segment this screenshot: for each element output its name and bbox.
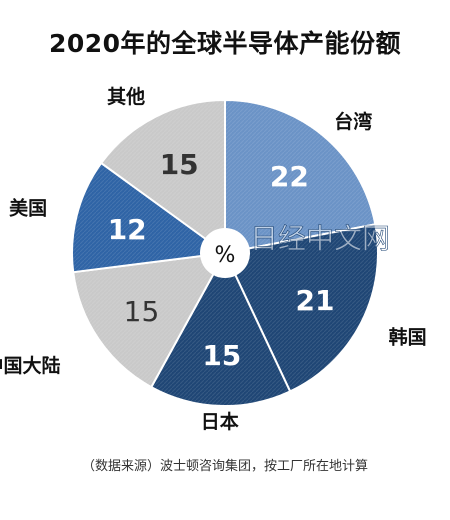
pie-slice-texture-taiwan bbox=[225, 100, 376, 253]
source-note: （数据来源）波士顿咨询集团，按工厂所在地计算 bbox=[81, 459, 368, 474]
slice-value-korea: 21 bbox=[296, 284, 335, 317]
slice-value-china: 15 bbox=[124, 295, 160, 328]
slice-value-japan: 15 bbox=[202, 339, 241, 372]
pie-slice-texture-china bbox=[73, 253, 226, 388]
pie-slice-texture-usa bbox=[72, 163, 225, 273]
slice-label-korea: 韩国 bbox=[389, 325, 427, 348]
center-circle bbox=[200, 228, 250, 278]
pie-slice-texture-other bbox=[101, 100, 225, 253]
slice-label-taiwan: 台湾 bbox=[334, 110, 372, 133]
pie-slice-texture-japan bbox=[151, 253, 291, 406]
slice-value-other: 15 bbox=[160, 148, 199, 181]
slice-value-usa: 12 bbox=[108, 213, 147, 246]
slice-label-china: 中国大陆 bbox=[0, 354, 61, 377]
slice-label-usa: 美国 bbox=[9, 196, 47, 219]
watermark: 日经中文网 bbox=[250, 222, 390, 255]
pie-slice-texture-korea bbox=[225, 224, 379, 392]
slice-label-other: 其他 bbox=[107, 85, 145, 108]
slice-label-japan: 日本 bbox=[201, 410, 239, 433]
slice-value-taiwan: 22 bbox=[270, 160, 309, 193]
chart-title: 2020年的全球半导体产能份额 bbox=[48, 29, 402, 58]
center-percent-label: % bbox=[215, 243, 236, 268]
